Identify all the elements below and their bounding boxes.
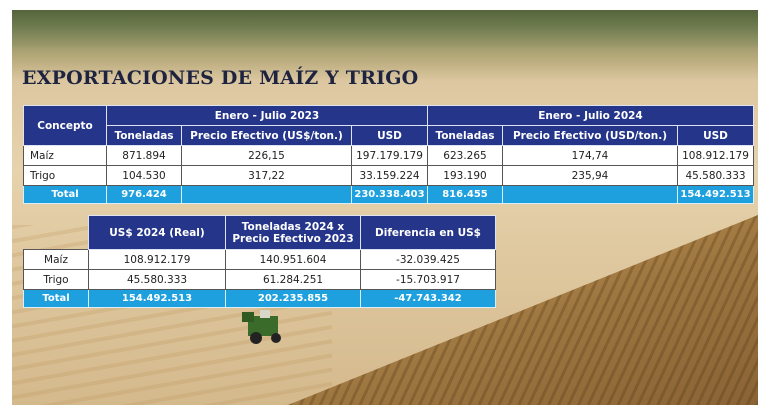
page-title: EXPORTACIONES DE MAÍZ Y TRIGO (22, 67, 419, 89)
exports-table: Concepto Enero - Julio 2023 Enero - Juli… (23, 105, 754, 204)
row-label: Maíz (23, 249, 89, 270)
col-diferencia: Diferencia en US$ (360, 215, 496, 250)
cell-toneladas-2023: 871.894 (106, 145, 182, 166)
period-2024-header: Enero - Julio 2024 (427, 105, 754, 126)
field-photo-background (12, 10, 758, 405)
cell-diff: -32.039.425 (360, 249, 496, 270)
total-real: 154.492.513 (88, 289, 226, 308)
cell-real: 108.912.179 (88, 249, 226, 270)
total-toneladas-2023: 976.424 (106, 185, 182, 204)
table-row: Trigo 104.530 317,22 33.159.224 193.190 … (23, 165, 754, 186)
concept-header: Concepto (23, 105, 107, 146)
col-calc-line2: Precio Efectivo 2023 (232, 232, 354, 245)
cell-toneladas-2024: 623.265 (427, 145, 503, 166)
empty-corner (24, 216, 89, 250)
comparison-table: US$ 2024 (Real) Toneladas 2024 x Precio … (23, 215, 496, 308)
harvester-icon (242, 310, 281, 344)
cell-usd-2024: 108.912.179 (677, 145, 754, 166)
cell-usd-2024: 45.580.333 (677, 165, 754, 186)
cell-precio-2024: 174,74 (502, 145, 678, 166)
table-row: Trigo 45.580.333 61.284.251 -15.703.917 (23, 269, 496, 290)
col-calc: Toneladas 2024 x Precio Efectivo 2023 (225, 215, 361, 250)
total-precio-2024 (502, 185, 678, 204)
row-label: Trigo (23, 269, 89, 290)
cell-real: 45.580.333 (88, 269, 226, 290)
total-calc: 202.235.855 (225, 289, 361, 308)
table-row: Maíz 871.894 226,15 197.179.179 623.265 … (23, 145, 754, 166)
row-label: Maíz (23, 145, 107, 166)
col-toneladas-2023: Toneladas (106, 125, 182, 146)
cell-calc: 140.951.604 (225, 249, 361, 270)
total-row: Total 154.492.513 202.235.855 -47.743.34… (23, 289, 496, 308)
total-row: Total 976.424 230.338.403 816.455 154.49… (23, 185, 754, 204)
col-precio-2023: Precio Efectivo (US$/ton.) (181, 125, 352, 146)
cell-toneladas-2024: 193.190 (427, 165, 503, 186)
period-2023-header: Enero - Julio 2023 (106, 105, 428, 126)
total-precio-2023 (181, 185, 352, 204)
total-label: Total (23, 185, 107, 204)
total-label: Total (23, 289, 89, 308)
total-usd-2024: 154.492.513 (677, 185, 754, 204)
col-real-2024: US$ 2024 (Real) (88, 215, 226, 250)
cell-usd-2023: 33.159.224 (351, 165, 428, 186)
col-usd-2024: USD (677, 125, 754, 146)
col-calc-line1: Toneladas 2024 x (241, 220, 345, 233)
row-label: Trigo (23, 165, 107, 186)
cell-precio-2023: 317,22 (181, 165, 352, 186)
col-toneladas-2024: Toneladas (427, 125, 503, 146)
cell-precio-2023: 226,15 (181, 145, 352, 166)
col-precio-2024: Precio Efectivo (USD/ton.) (502, 125, 678, 146)
cell-usd-2023: 197.179.179 (351, 145, 428, 166)
total-usd-2023: 230.338.403 (351, 185, 428, 204)
col-usd-2023: USD (351, 125, 428, 146)
total-diff: -47.743.342 (360, 289, 496, 308)
treeline (12, 10, 758, 48)
cell-calc: 61.284.251 (225, 269, 361, 290)
cell-toneladas-2023: 104.530 (106, 165, 182, 186)
total-toneladas-2024: 816.455 (427, 185, 503, 204)
cell-precio-2024: 235,94 (502, 165, 678, 186)
cell-diff: -15.703.917 (360, 269, 496, 290)
table-row: Maíz 108.912.179 140.951.604 -32.039.425 (23, 249, 496, 270)
